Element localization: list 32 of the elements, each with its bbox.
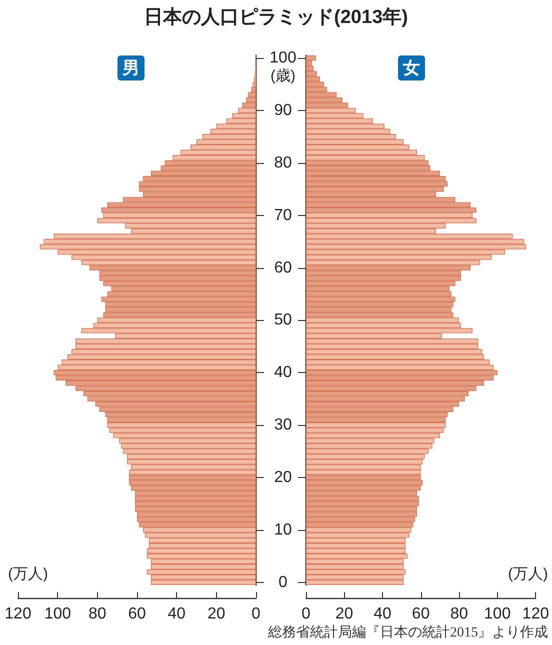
text: 女 xyxy=(402,58,420,78)
x-tick-label: 100 xyxy=(484,606,511,622)
y-tick-label: 0 xyxy=(278,574,288,591)
x-tick-label: 80 xyxy=(450,606,468,622)
x-tick-label: 0 xyxy=(252,606,261,622)
x-axis-title: (万人) xyxy=(508,566,548,582)
y-axis-title: (歳) xyxy=(270,68,296,84)
x-tick-label: 100 xyxy=(44,606,72,622)
text: 総務省統計局編『日本の統計2015』より作成 xyxy=(267,624,548,640)
y-tick-label: 90 xyxy=(274,102,292,119)
x-tick-label: 80 xyxy=(88,606,106,622)
y-tick-label: 70 xyxy=(274,206,292,224)
y-tick-label: 20 xyxy=(274,469,292,486)
y-tick-label: 80 xyxy=(274,154,292,172)
x-tick-label: 40 xyxy=(168,606,186,622)
y-tick-label: 50 xyxy=(274,312,292,329)
x-tick-label: 0 xyxy=(302,606,311,622)
y-tick-label: 30 xyxy=(274,416,292,434)
y-tick-label: 40 xyxy=(274,364,292,382)
y-tick-label: 10 xyxy=(274,521,292,538)
x-tick-label: 60 xyxy=(128,606,146,622)
x-tick-label: 120 xyxy=(4,606,32,622)
x-tick-label: 60 xyxy=(412,606,430,622)
x-tick-label: 120 xyxy=(522,606,550,622)
x-axis-title: (万人) xyxy=(8,566,48,582)
x-tick-label: 40 xyxy=(374,606,392,622)
text: 男 xyxy=(122,58,140,78)
y-tick-label: 100 xyxy=(270,50,296,67)
x-tick-label: 20 xyxy=(207,606,226,622)
chart-title: 日本の人口ピラミッド(2013年) xyxy=(144,6,408,28)
x-tick-label: 20 xyxy=(335,606,354,622)
y-tick-label: 60 xyxy=(274,259,292,276)
